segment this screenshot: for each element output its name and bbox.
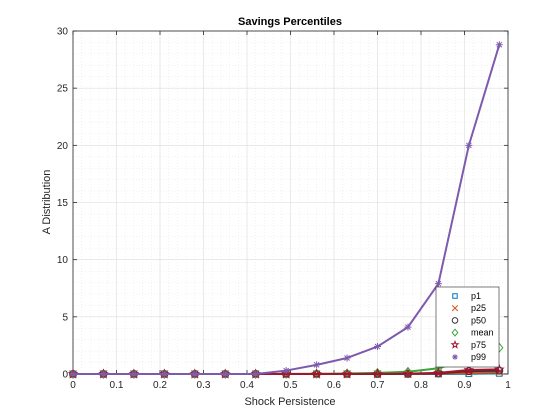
data-point-p99: [343, 354, 351, 362]
data-point-p75: [402, 368, 414, 379]
legend-entry-p1: p1: [452, 291, 481, 301]
data-point-p75: [493, 363, 505, 374]
data-point-p75: [341, 368, 353, 379]
data-point-p99: [191, 370, 199, 378]
chart-title: Savings Percentiles: [238, 16, 342, 28]
data-point-p99: [313, 361, 321, 369]
x-tick-label: 0.8: [414, 380, 428, 391]
data-point-mean: [373, 367, 382, 378]
legend-entry-p50: p50: [451, 315, 486, 325]
data-point-p75: [372, 368, 383, 379]
y-tick-label: 30: [57, 27, 69, 38]
data-point-p75: [433, 367, 444, 378]
data-point-p99: [99, 370, 107, 378]
y-tick-label: 0: [62, 370, 68, 381]
data-point-p99: [434, 280, 442, 288]
legend-marker-mean: [451, 328, 459, 337]
y-tick-label: 15: [57, 198, 69, 209]
legend-marker-p75: [450, 339, 460, 349]
series-layer: [67, 41, 505, 379]
data-point-p99: [221, 370, 229, 378]
data-point-p99: [282, 367, 290, 375]
data-point-p99: [404, 323, 412, 331]
series-p99: [69, 41, 503, 378]
y-axis-label: A Distribution: [41, 170, 53, 235]
legend-label-p25: p25: [471, 303, 486, 313]
x-tick-label: 0.7: [371, 380, 385, 391]
data-point-p99: [160, 370, 168, 378]
legend-label-p75: p75: [471, 340, 486, 350]
x-tick-label: 0.9: [458, 380, 472, 391]
legend-label-p50: p50: [471, 315, 486, 325]
x-tick-label: 0.2: [153, 380, 167, 391]
data-point-p99: [465, 141, 473, 149]
x-tick-label: 0.1: [110, 380, 124, 391]
legend-entry-p99: p99: [452, 352, 486, 362]
y-tick-label: 25: [57, 84, 69, 95]
legend-marker-p25: [451, 305, 459, 312]
legend-label-p1: p1: [471, 291, 481, 301]
data-point-p99: [130, 370, 138, 378]
legend-entry-mean: mean: [451, 328, 494, 338]
data-point-p99: [374, 343, 381, 351]
y-tick-label: 20: [57, 141, 69, 152]
data-point-p75: [280, 368, 292, 379]
data-point-p99: [69, 370, 77, 378]
legend: p1 p25 p50 mean p75 p99: [435, 286, 500, 368]
data-point-p75: [311, 368, 322, 379]
data-point-p75: [463, 364, 475, 375]
legend-marker-p99: [452, 354, 458, 360]
data-point-p99: [252, 370, 260, 378]
y-tick-label: 5: [62, 312, 68, 323]
legend-label-p99: p99: [471, 352, 486, 362]
legend-box: [435, 286, 500, 368]
x-tick-label: 0.5: [284, 380, 298, 391]
data-point-p99: [495, 41, 503, 49]
y-tick-label: 10: [57, 255, 69, 266]
x-tick-label: 1: [505, 380, 511, 391]
legend-label-mean: mean: [471, 328, 494, 338]
axis-ticks: 0 0.1 0.2 0.3 0.4 0.5 0.6 0.7 0.8 0.9 105101520253…: [57, 27, 511, 392]
legend-marker-p1: [452, 293, 458, 299]
legend-entry-p75: p75: [450, 339, 486, 350]
legend-marker-p50: [451, 317, 459, 324]
x-tick-label: 0.6: [327, 380, 341, 391]
legend-entry-p25: p25: [451, 303, 486, 313]
x-tick-label: 0.4: [240, 380, 254, 391]
x-tick-label: 0.3: [197, 380, 211, 391]
x-tick-label: 0: [70, 380, 76, 391]
x-axis-label: Shock Persistence: [244, 396, 335, 408]
